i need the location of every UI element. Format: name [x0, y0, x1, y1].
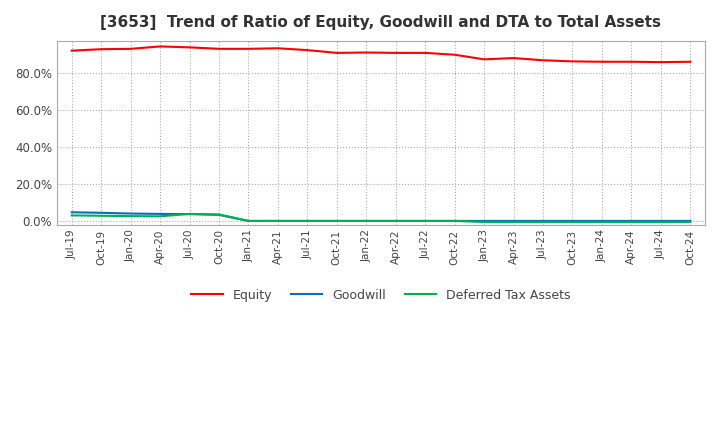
- Equity: [627, 59, 636, 64]
- Goodwill: [126, 211, 135, 216]
- Goodwill: [421, 218, 430, 224]
- Deferred Tax Assets: [303, 218, 312, 224]
- Goodwill: [392, 218, 400, 224]
- Deferred Tax Assets: [686, 220, 695, 225]
- Equity: [333, 50, 341, 55]
- Goodwill: [450, 218, 459, 224]
- Deferred Tax Assets: [598, 220, 606, 225]
- Goodwill: [539, 218, 547, 224]
- Goodwill: [274, 218, 282, 224]
- Deferred Tax Assets: [333, 218, 341, 224]
- Equity: [450, 52, 459, 57]
- Deferred Tax Assets: [657, 220, 665, 225]
- Deferred Tax Assets: [215, 212, 223, 217]
- Equity: [421, 50, 430, 55]
- Goodwill: [333, 218, 341, 224]
- Equity: [509, 55, 518, 61]
- Equity: [362, 50, 371, 55]
- Goodwill: [215, 212, 223, 217]
- Equity: [126, 46, 135, 51]
- Goodwill: [627, 218, 636, 224]
- Equity: [97, 47, 106, 52]
- Legend: Equity, Goodwill, Deferred Tax Assets: Equity, Goodwill, Deferred Tax Assets: [186, 283, 575, 307]
- Deferred Tax Assets: [68, 213, 76, 218]
- Deferred Tax Assets: [480, 220, 488, 225]
- Equity: [185, 45, 194, 50]
- Equity: [568, 59, 577, 64]
- Goodwill: [68, 209, 76, 215]
- Deferred Tax Assets: [185, 211, 194, 216]
- Goodwill: [568, 218, 577, 224]
- Goodwill: [156, 211, 164, 216]
- Deferred Tax Assets: [421, 218, 430, 224]
- Goodwill: [244, 218, 253, 224]
- Deferred Tax Assets: [362, 218, 371, 224]
- Title: [3653]  Trend of Ratio of Equity, Goodwill and DTA to Total Assets: [3653] Trend of Ratio of Equity, Goodwil…: [101, 15, 662, 30]
- Goodwill: [509, 218, 518, 224]
- Equity: [303, 48, 312, 53]
- Line: Goodwill: Goodwill: [72, 212, 690, 221]
- Line: Equity: Equity: [72, 47, 690, 62]
- Goodwill: [303, 218, 312, 224]
- Goodwill: [686, 218, 695, 224]
- Equity: [480, 57, 488, 62]
- Line: Deferred Tax Assets: Deferred Tax Assets: [72, 214, 690, 222]
- Equity: [392, 50, 400, 55]
- Goodwill: [362, 218, 371, 224]
- Deferred Tax Assets: [156, 214, 164, 219]
- Equity: [156, 44, 164, 49]
- Deferred Tax Assets: [627, 220, 636, 225]
- Equity: [657, 59, 665, 65]
- Deferred Tax Assets: [274, 218, 282, 224]
- Equity: [539, 58, 547, 63]
- Goodwill: [598, 218, 606, 224]
- Deferred Tax Assets: [450, 218, 459, 224]
- Equity: [68, 48, 76, 53]
- Equity: [598, 59, 606, 64]
- Goodwill: [657, 218, 665, 224]
- Deferred Tax Assets: [126, 213, 135, 219]
- Deferred Tax Assets: [244, 218, 253, 224]
- Goodwill: [480, 218, 488, 224]
- Deferred Tax Assets: [97, 213, 106, 218]
- Equity: [274, 46, 282, 51]
- Deferred Tax Assets: [568, 220, 577, 225]
- Goodwill: [97, 210, 106, 216]
- Equity: [215, 46, 223, 51]
- Goodwill: [185, 212, 194, 217]
- Deferred Tax Assets: [539, 220, 547, 225]
- Equity: [244, 46, 253, 51]
- Equity: [686, 59, 695, 64]
- Deferred Tax Assets: [392, 218, 400, 224]
- Deferred Tax Assets: [509, 220, 518, 225]
